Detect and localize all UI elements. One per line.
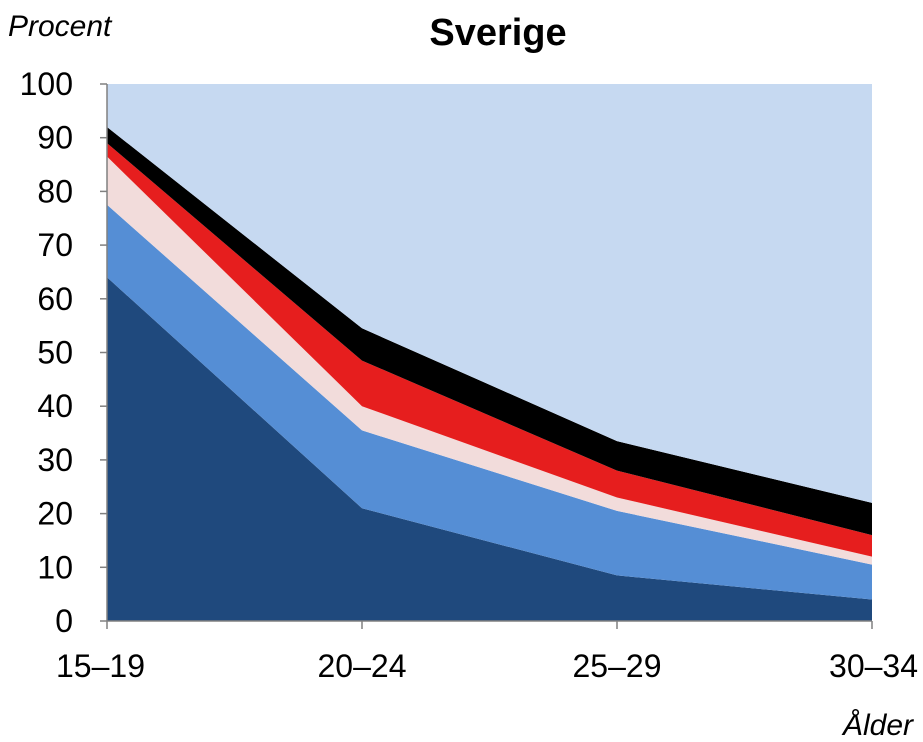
area-series-2 [107,204,872,600]
y-tick-label: 80 [37,173,73,209]
area-series-5 [107,127,872,536]
y-ticks: 0 10 20 30 40 50 60 70 80 90 100 [20,66,107,639]
area-layers [107,84,872,621]
x-tick-label: 30–34 [829,648,918,684]
y-tick-label: 50 [37,335,73,371]
x-tick-label: 25–29 [573,648,662,684]
y-tick-label: 40 [37,388,73,424]
y-axis-label: Procent [8,10,113,43]
y-tick-label: 100 [20,66,73,102]
x-tick-label: 20–24 [318,648,407,684]
area-series-6 [107,84,872,503]
chart-title: Sverige [429,12,566,54]
x-ticks: 15–19 20–24 25–29 30–34 [56,621,918,684]
y-tick-label: 90 [37,120,73,156]
y-tick-label: 20 [37,496,73,532]
area-series-1 [107,277,872,621]
y-tick-label: 60 [37,281,73,317]
y-tick-label: 70 [37,227,73,263]
y-tick-label: 30 [37,442,73,478]
y-tick-label: 10 [37,549,73,585]
x-axis-label: Ålder [841,709,914,742]
x-tick-label: 15–19 [56,648,145,684]
y-tick-label: 0 [55,603,73,639]
